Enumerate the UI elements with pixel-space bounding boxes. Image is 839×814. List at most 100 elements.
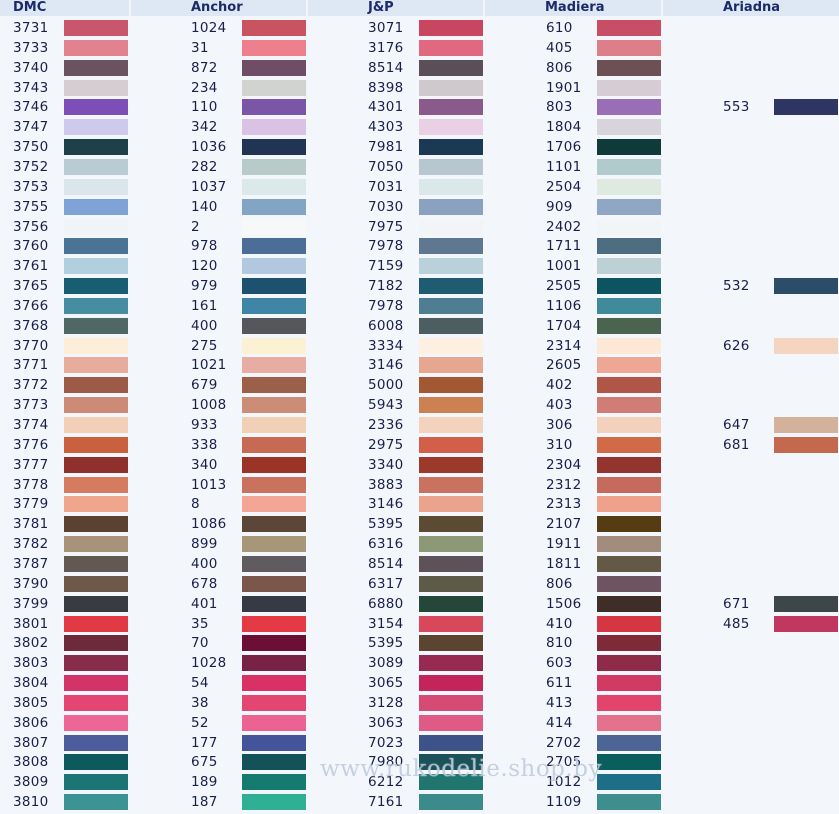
ariadna-color-swatch bbox=[774, 595, 838, 612]
anchor-color-swatch bbox=[242, 79, 306, 96]
madiera-color-swatch bbox=[597, 99, 661, 116]
dmc-number: 3756 bbox=[13, 218, 49, 235]
dmc-color-swatch bbox=[64, 397, 128, 414]
anchor-color-swatch bbox=[242, 377, 306, 394]
dmc-color-swatch bbox=[64, 317, 128, 334]
dmc-color-swatch bbox=[64, 456, 128, 473]
anchor-number: 2 bbox=[191, 218, 200, 235]
madiera-color-swatch bbox=[597, 20, 661, 36]
anchor-color-swatch bbox=[242, 218, 306, 235]
jp-number: 3176 bbox=[368, 39, 404, 56]
madiera-color-swatch bbox=[597, 397, 661, 414]
anchor-color-swatch bbox=[242, 456, 306, 473]
dmc-number: 3787 bbox=[13, 555, 49, 572]
anchor-number: 678 bbox=[191, 575, 218, 592]
jp-number: 3340 bbox=[368, 456, 404, 473]
anchor-color-swatch bbox=[242, 734, 306, 751]
madiera-color-swatch bbox=[597, 59, 661, 76]
dmc-color-swatch bbox=[64, 99, 128, 116]
madiera-color-swatch bbox=[597, 694, 661, 711]
ariadna-number: 681 bbox=[723, 436, 750, 453]
dmc-number: 3804 bbox=[13, 675, 49, 692]
madiera-number: 402 bbox=[546, 377, 573, 394]
dmc-number: 3743 bbox=[13, 79, 49, 96]
dmc-color-swatch bbox=[64, 496, 128, 513]
jp-number: 7031 bbox=[368, 178, 404, 195]
madiera-number: 1804 bbox=[546, 119, 582, 136]
anchor-number: 161 bbox=[191, 297, 218, 314]
dmc-color-swatch bbox=[64, 655, 128, 672]
anchor-color-swatch bbox=[242, 39, 306, 56]
jp-color-swatch bbox=[419, 357, 483, 374]
anchor-number: 234 bbox=[191, 79, 218, 96]
dmc-number: 3774 bbox=[13, 417, 49, 433]
ariadna-color-swatch bbox=[774, 337, 838, 354]
anchor-number: 38 bbox=[191, 694, 209, 711]
anchor-number: 140 bbox=[191, 198, 218, 215]
jp-number: 7975 bbox=[368, 218, 404, 235]
jp-color-swatch bbox=[419, 119, 483, 136]
jp-color-swatch bbox=[419, 39, 483, 56]
jp-color-swatch bbox=[419, 377, 483, 394]
madiera-color-swatch bbox=[597, 536, 661, 553]
dmc-number: 3778 bbox=[13, 476, 49, 493]
jp-number: 3146 bbox=[368, 357, 404, 374]
madiera-color-swatch bbox=[597, 158, 661, 175]
anchor-color-swatch bbox=[242, 575, 306, 592]
madiera-number: 1704 bbox=[546, 317, 582, 334]
madiera-number: 403 bbox=[546, 397, 573, 414]
anchor-color-swatch bbox=[242, 337, 306, 354]
anchor-color-swatch bbox=[242, 635, 306, 652]
anchor-number: 342 bbox=[191, 119, 218, 136]
madiera-number: 410 bbox=[546, 615, 573, 632]
dmc-color-swatch bbox=[64, 536, 128, 553]
jp-number: 7023 bbox=[368, 734, 404, 751]
dmc-color-swatch bbox=[64, 476, 128, 493]
jp-number: 7182 bbox=[368, 278, 404, 295]
jp-color-swatch bbox=[419, 158, 483, 175]
madiera-color-swatch bbox=[597, 198, 661, 215]
dmc-number: 3777 bbox=[13, 456, 49, 473]
dmc-color-swatch bbox=[64, 555, 128, 572]
madiera-color-swatch bbox=[597, 496, 661, 513]
madiera-color-swatch bbox=[597, 555, 661, 572]
dmc-color-swatch bbox=[64, 59, 128, 76]
madiera-number: 2504 bbox=[546, 178, 582, 195]
madiera-color-swatch bbox=[597, 297, 661, 314]
jp-color-swatch bbox=[419, 516, 483, 533]
anchor-number: 1037 bbox=[191, 178, 227, 195]
dmc-number: 3802 bbox=[13, 635, 49, 652]
madiera-color-swatch bbox=[597, 39, 661, 56]
madiera-color-swatch bbox=[597, 635, 661, 652]
watermark: www.rukodelie.shop.by bbox=[320, 756, 602, 782]
jp-number: 6880 bbox=[368, 595, 404, 612]
jp-color-swatch bbox=[419, 317, 483, 334]
dmc-number: 3772 bbox=[13, 377, 49, 394]
madiera-number: 2402 bbox=[546, 218, 582, 235]
jp-number: 7161 bbox=[368, 794, 404, 811]
dmc-color-swatch bbox=[64, 20, 128, 36]
ariadna-color-swatch bbox=[774, 99, 838, 116]
jp-number: 3883 bbox=[368, 476, 404, 493]
ariadna-color-swatch bbox=[774, 436, 838, 453]
anchor-number: 35 bbox=[191, 615, 209, 632]
jp-color-swatch bbox=[419, 79, 483, 96]
jp-color-swatch bbox=[419, 595, 483, 612]
jp-number: 4303 bbox=[368, 119, 404, 136]
madiera-color-swatch bbox=[597, 516, 661, 533]
jp-number: 3146 bbox=[368, 496, 404, 513]
dmc-number: 3765 bbox=[13, 278, 49, 295]
jp-number: 8514 bbox=[368, 59, 404, 76]
dmc-number: 3733 bbox=[13, 39, 49, 56]
jp-number: 3065 bbox=[368, 675, 404, 692]
jp-number: 7030 bbox=[368, 198, 404, 215]
madiera-number: 2312 bbox=[546, 476, 582, 493]
jp-number: 7159 bbox=[368, 258, 404, 275]
anchor-color-swatch bbox=[242, 139, 306, 156]
madiera-number: 306 bbox=[546, 417, 573, 433]
anchor-color-swatch bbox=[242, 655, 306, 672]
jp-color-swatch bbox=[419, 417, 483, 433]
jp-color-swatch bbox=[419, 476, 483, 493]
madiera-number: 611 bbox=[546, 675, 573, 692]
anchor-color-swatch bbox=[242, 794, 306, 811]
